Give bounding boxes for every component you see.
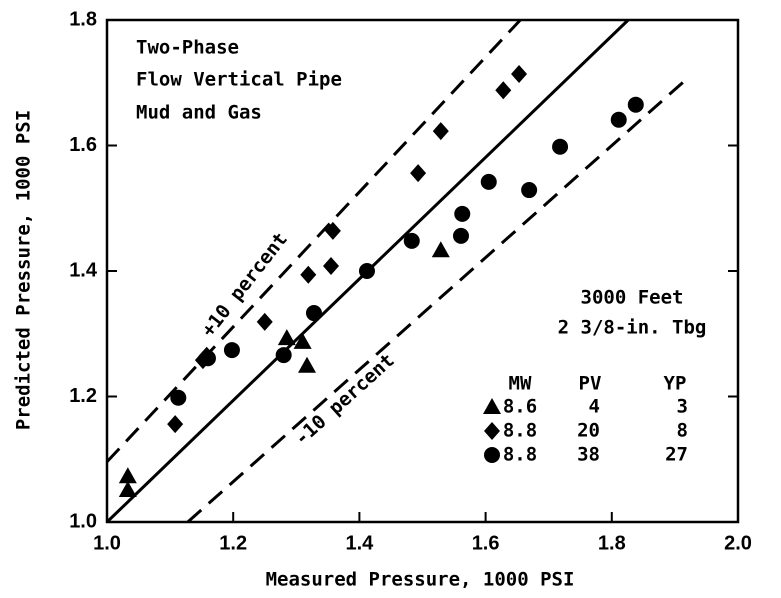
annotation: 2 3/8-in. Tbg (558, 317, 707, 339)
point (118, 467, 137, 484)
point (305, 305, 322, 322)
point (256, 312, 273, 331)
x-tick-label: 1.6 (472, 532, 500, 554)
point (452, 227, 469, 244)
legend-yp: 27 (665, 444, 688, 466)
legend-pv: 20 (577, 420, 600, 442)
x-axis-label: Measured Pressure, 1000 PSI (266, 569, 575, 591)
x-tick-label: 1.8 (598, 532, 626, 554)
point (298, 356, 317, 373)
plot-frame (105, 18, 740, 524)
legend-header: MW (509, 373, 532, 395)
point (432, 122, 449, 141)
y-tick-label: 1.2 (69, 385, 97, 407)
y-axis-label: Predicted Pressure, 1000 PSI (13, 110, 35, 430)
point (552, 138, 569, 155)
point (223, 342, 240, 359)
point (277, 329, 296, 346)
point (454, 205, 471, 222)
point (495, 81, 512, 100)
point (431, 241, 450, 258)
point (170, 389, 187, 406)
point (167, 415, 184, 434)
legend-pv: 38 (577, 444, 600, 466)
point (627, 96, 644, 113)
annotation: Mud and Gas (136, 102, 262, 124)
legend-mw: 8.8 (503, 444, 537, 466)
y-tick-label: 1.6 (69, 134, 97, 156)
point (275, 347, 292, 364)
reference-line (105, 18, 522, 463)
legend-header: PV (579, 373, 602, 395)
point (610, 111, 627, 128)
x-tick-label: 2.0 (724, 532, 752, 554)
point (480, 173, 497, 190)
legend-header: YP (664, 373, 687, 395)
point (521, 182, 538, 199)
annotation: Flow Vertical Pipe (136, 69, 342, 91)
point (323, 256, 340, 275)
point (358, 263, 375, 279)
x-tick-label: 1.4 (345, 532, 374, 554)
annotation: Two-Phase (136, 37, 239, 59)
y-tick-label: 1.4 (69, 259, 98, 281)
legend-marker (484, 422, 500, 440)
point (403, 232, 420, 249)
annotation: 3000 Feet (581, 287, 684, 309)
legend-yp: 3 (677, 396, 688, 418)
legend-marker (484, 447, 500, 463)
point (410, 164, 427, 183)
legend-pv: 4 (589, 396, 600, 418)
point (199, 350, 216, 367)
y-tick-label: 1.8 (69, 8, 97, 30)
legend-yp: 8 (677, 420, 688, 442)
y-tick-label: 1.0 (69, 510, 97, 532)
point (118, 480, 137, 497)
legend-mw: 8.8 (503, 420, 537, 442)
point (324, 221, 341, 240)
point (511, 64, 528, 83)
annotation: +10 percent (197, 228, 292, 341)
point (300, 265, 317, 284)
legend-marker (483, 398, 501, 414)
x-tick-label: 1.0 (93, 532, 121, 554)
point (293, 332, 312, 349)
x-tick-label: 1.2 (219, 532, 247, 554)
legend-mw: 8.6 (503, 396, 537, 418)
